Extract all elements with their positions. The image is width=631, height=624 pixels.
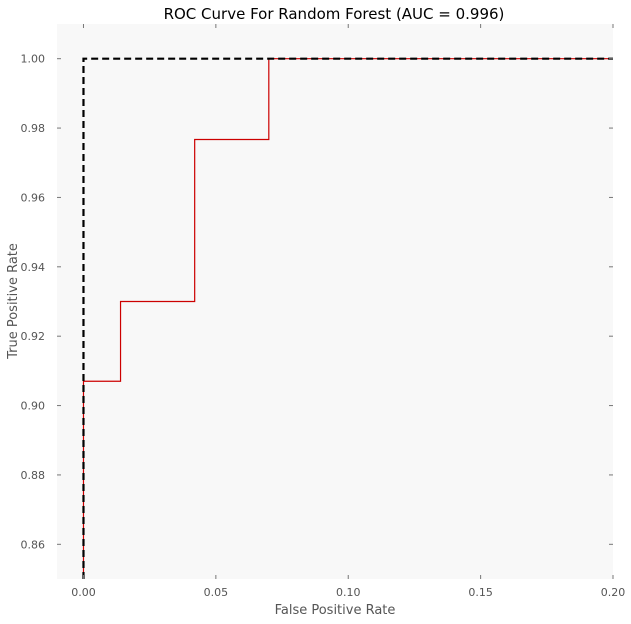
roc-curve-line xyxy=(82,58,613,579)
x-tick-label: 0.20 xyxy=(601,586,626,599)
y-tick-label: 1.00 xyxy=(21,53,46,66)
y-tick-label: 0.90 xyxy=(21,400,46,413)
ticks-layer: 0.00 0.05 0.10 0.15 0.20 0.86 0.88 0.90 0.92 0.94… xyxy=(21,24,626,599)
y-tick-label: 0.94 xyxy=(21,261,46,274)
x-tick-label: 0.15 xyxy=(468,586,493,599)
y-tick-label: 0.98 xyxy=(21,122,46,135)
diagonal-reference-line xyxy=(82,57,613,579)
y-tick-label: 0.86 xyxy=(21,538,46,551)
x-tick-label: 0.05 xyxy=(204,586,229,599)
x-axis-label: False Positive Rate xyxy=(275,603,396,618)
y-axis-label: True Positive Rate xyxy=(6,243,21,360)
series-layer xyxy=(82,57,613,579)
y-tick-label: 0.96 xyxy=(21,191,46,204)
y-tick-label: 0.92 xyxy=(21,330,46,343)
x-tick-label: 0.00 xyxy=(71,586,96,599)
y-tick-label: 0.88 xyxy=(21,469,46,482)
x-tick-label: 0.10 xyxy=(336,586,361,599)
chart-title: ROC Curve For Random Forest (AUC = 0.996… xyxy=(164,5,505,23)
